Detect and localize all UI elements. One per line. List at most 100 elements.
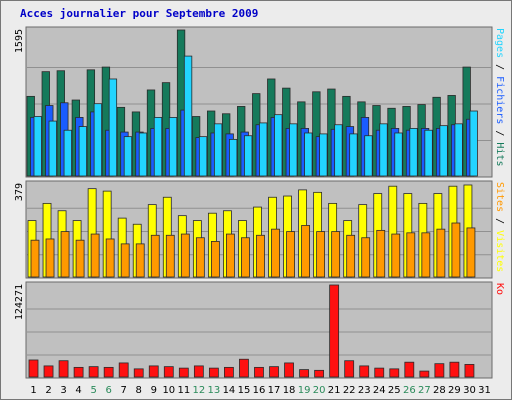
day-label: 9 [151, 385, 157, 396]
ko-bar [389, 368, 400, 378]
legend-hits: Hits [494, 142, 505, 166]
ko-bar [299, 369, 309, 378]
sites-bar [120, 243, 130, 278]
pages-bar [439, 125, 448, 177]
ko-bar [118, 362, 129, 378]
day-label: 30 [463, 385, 476, 396]
ko-bar [344, 360, 355, 378]
pages-bar [364, 135, 373, 177]
pages-bar [78, 126, 87, 177]
day-label: 13 [208, 385, 221, 396]
ko-bar [329, 284, 340, 378]
day-label: 19 [298, 385, 311, 396]
pages-bar [93, 103, 103, 177]
pages-bar [454, 123, 463, 177]
ko-bar [404, 361, 415, 378]
pages-bar [334, 124, 343, 177]
sites-bar [331, 231, 341, 278]
ko-bar [73, 366, 84, 378]
day-label: 14 [223, 385, 236, 396]
pages-bar [168, 117, 178, 177]
chart-title: Acces journalier pour Septembre 2009 [20, 7, 259, 20]
day-label: 4 [75, 385, 81, 396]
pages-bar [123, 136, 133, 177]
day-label: 23 [358, 385, 371, 396]
pages-bar [63, 129, 72, 177]
day-label: 24 [373, 385, 386, 396]
ko-bar [374, 367, 385, 378]
day-label: 3 [60, 385, 66, 396]
day-label: 20 [313, 385, 326, 396]
series-legend: Sites / Visites [494, 182, 505, 272]
ko-bar [359, 365, 370, 378]
sites-bar [466, 227, 476, 278]
ko-bar [254, 366, 264, 378]
day-label: 31 [478, 385, 491, 396]
sites-bar [165, 234, 175, 278]
legend-ko: Ko [494, 283, 505, 295]
ko-bar [148, 365, 159, 378]
y-max-label: 124271 [14, 284, 25, 320]
ko-bar [193, 365, 204, 378]
sites-bar [436, 228, 446, 278]
sites-bar [195, 237, 205, 278]
sites-bar [226, 233, 235, 278]
day-label: 6 [105, 385, 111, 396]
sites-bar [451, 222, 461, 278]
pages-bar [304, 132, 313, 177]
y-max-label: 1595 [14, 29, 25, 53]
sites-bar [45, 238, 55, 278]
legend-separator: / [494, 58, 505, 76]
sites-bar [286, 231, 295, 278]
day-label: 11 [177, 385, 190, 396]
ko-bar [208, 367, 219, 378]
pages-bar [244, 135, 253, 177]
pages-bar [259, 122, 268, 177]
sites-bar [391, 233, 401, 278]
day-label: 26 [403, 385, 416, 396]
ko-bar [28, 359, 39, 378]
sites-bar [376, 229, 386, 278]
day-label: 1 [30, 385, 36, 396]
pages-bar [409, 128, 418, 177]
pages-bar [379, 123, 388, 177]
sites-bar [30, 239, 40, 278]
legend-sites: Sites [494, 182, 505, 212]
day-label: 22 [343, 385, 356, 396]
sites-bar [210, 241, 220, 278]
day-label: 28 [433, 385, 446, 396]
sites-bar [241, 237, 250, 278]
pages-bar [198, 136, 208, 177]
day-label: 5 [90, 385, 96, 396]
ko-bar [419, 370, 430, 378]
pages-bar [229, 138, 238, 177]
ko-bar [163, 366, 174, 378]
sites-bar [90, 233, 100, 278]
sites-bar [406, 232, 416, 278]
pages-bar [274, 114, 283, 177]
y-max-label: 379 [14, 183, 25, 201]
sites-bar [60, 231, 70, 278]
pages-bar [138, 132, 148, 177]
legend-separator: / [494, 212, 505, 230]
sites-bar [150, 234, 160, 278]
pages-bar [48, 120, 57, 177]
day-label: 10 [162, 385, 175, 396]
sites-bar [135, 243, 145, 278]
ko-bar [449, 361, 460, 378]
ko-bar [269, 366, 279, 378]
day-label: 17 [268, 385, 281, 396]
pages-bar [213, 123, 223, 177]
ko-bar [284, 362, 294, 378]
sites-bar [421, 232, 431, 278]
pages-bar [469, 110, 478, 177]
ko-bar [224, 366, 234, 378]
sites-bar [256, 234, 265, 278]
ko-bar [239, 358, 249, 378]
pages-bar [424, 129, 433, 177]
legend-fichiers: Fichiers [494, 76, 505, 124]
ko-bar [43, 365, 54, 378]
pages-bar [349, 133, 358, 177]
legend-pages: Pages [494, 28, 505, 58]
